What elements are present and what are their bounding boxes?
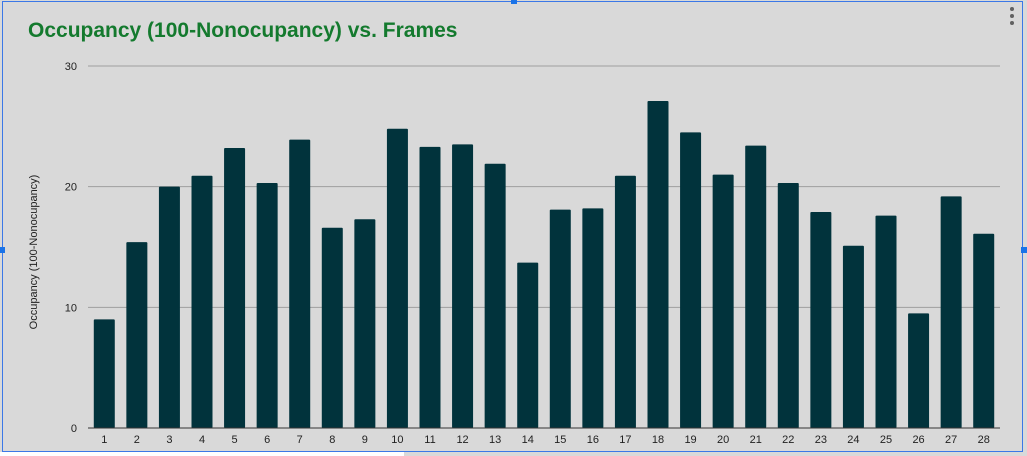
- resize-handle-left[interactable]: [0, 247, 5, 253]
- bar[interactable]: [940, 196, 962, 428]
- bar[interactable]: [354, 219, 376, 428]
- y-tick-label: 0: [71, 423, 77, 435]
- y-axis-label: Occupancy (100-Nonocupancy): [28, 175, 40, 330]
- resize-handle-top[interactable]: [511, 0, 517, 4]
- sheet-strip: [0, 452, 404, 456]
- bar[interactable]: [680, 132, 702, 428]
- bar[interactable]: [973, 233, 995, 428]
- bar[interactable]: [875, 215, 897, 428]
- bar[interactable]: [158, 186, 180, 428]
- x-tick-label: 1: [101, 434, 107, 446]
- x-tick-label: 22: [782, 434, 794, 446]
- x-tick-label: 12: [456, 434, 468, 446]
- bar[interactable]: [191, 175, 213, 428]
- x-tick-label: 13: [489, 434, 501, 446]
- x-tick-label: 9: [362, 434, 368, 446]
- bar[interactable]: [386, 128, 408, 428]
- x-tick-label: 27: [945, 434, 957, 446]
- x-tick-label: 7: [297, 434, 303, 446]
- bar[interactable]: [614, 175, 636, 428]
- x-tick-label: 4: [199, 434, 205, 446]
- bar[interactable]: [419, 146, 441, 428]
- x-tick-label: 6: [264, 434, 270, 446]
- bar[interactable]: [810, 212, 832, 428]
- x-axis-ticks: 1 2 3 4 5 6 7 8 9 10 11 12 13 14 15 16 17 18 19 20 21 22 23 24 2…: [101, 434, 990, 446]
- x-tick-label: 10: [391, 434, 403, 446]
- bars: [93, 100, 995, 429]
- x-tick-label: 20: [717, 434, 729, 446]
- bar[interactable]: [549, 209, 571, 428]
- x-tick-label: 18: [652, 434, 664, 446]
- x-tick-label: 23: [815, 434, 827, 446]
- bar[interactable]: [256, 183, 278, 428]
- y-tick-label: 30: [65, 61, 77, 73]
- y-tick-label: 20: [65, 182, 77, 194]
- x-tick-label: 28: [978, 434, 990, 446]
- bar[interactable]: [842, 245, 864, 428]
- y-axis-ticks: 0 10 20 30: [65, 61, 77, 435]
- x-tick-label: 5: [232, 434, 238, 446]
- x-tick-label: 15: [554, 434, 566, 446]
- bar[interactable]: [452, 144, 474, 428]
- bar[interactable]: [908, 313, 930, 428]
- bar[interactable]: [289, 139, 311, 428]
- x-tick-label: 16: [587, 434, 599, 446]
- x-tick-label: 2: [134, 434, 140, 446]
- x-tick-label: 26: [912, 434, 924, 446]
- x-tick-label: 19: [684, 434, 696, 446]
- bar[interactable]: [582, 208, 604, 428]
- x-tick-label: 24: [847, 434, 859, 446]
- x-tick-label: 11: [424, 434, 435, 446]
- bar[interactable]: [126, 242, 148, 428]
- x-tick-label: 8: [329, 434, 335, 446]
- y-tick-label: 10: [65, 302, 77, 314]
- resize-handle-right[interactable]: [1021, 247, 1027, 253]
- x-tick-label: 25: [880, 434, 892, 446]
- bar[interactable]: [647, 100, 669, 428]
- x-tick-label: 3: [166, 434, 172, 446]
- x-tick-label: 21: [750, 434, 762, 446]
- bar[interactable]: [712, 174, 734, 428]
- bar[interactable]: [93, 319, 115, 428]
- bar[interactable]: [484, 163, 506, 429]
- bar[interactable]: [777, 183, 799, 428]
- x-tick-label: 17: [619, 434, 631, 446]
- bar[interactable]: [321, 227, 343, 428]
- bar[interactable]: [224, 148, 246, 428]
- bar[interactable]: [517, 262, 539, 428]
- x-tick-label: 14: [522, 434, 534, 446]
- more-options-icon[interactable]: [1007, 7, 1017, 25]
- bar[interactable]: [745, 145, 767, 428]
- chart-title: Occupancy (100-Nonocupancy) vs. Frames: [28, 19, 458, 42]
